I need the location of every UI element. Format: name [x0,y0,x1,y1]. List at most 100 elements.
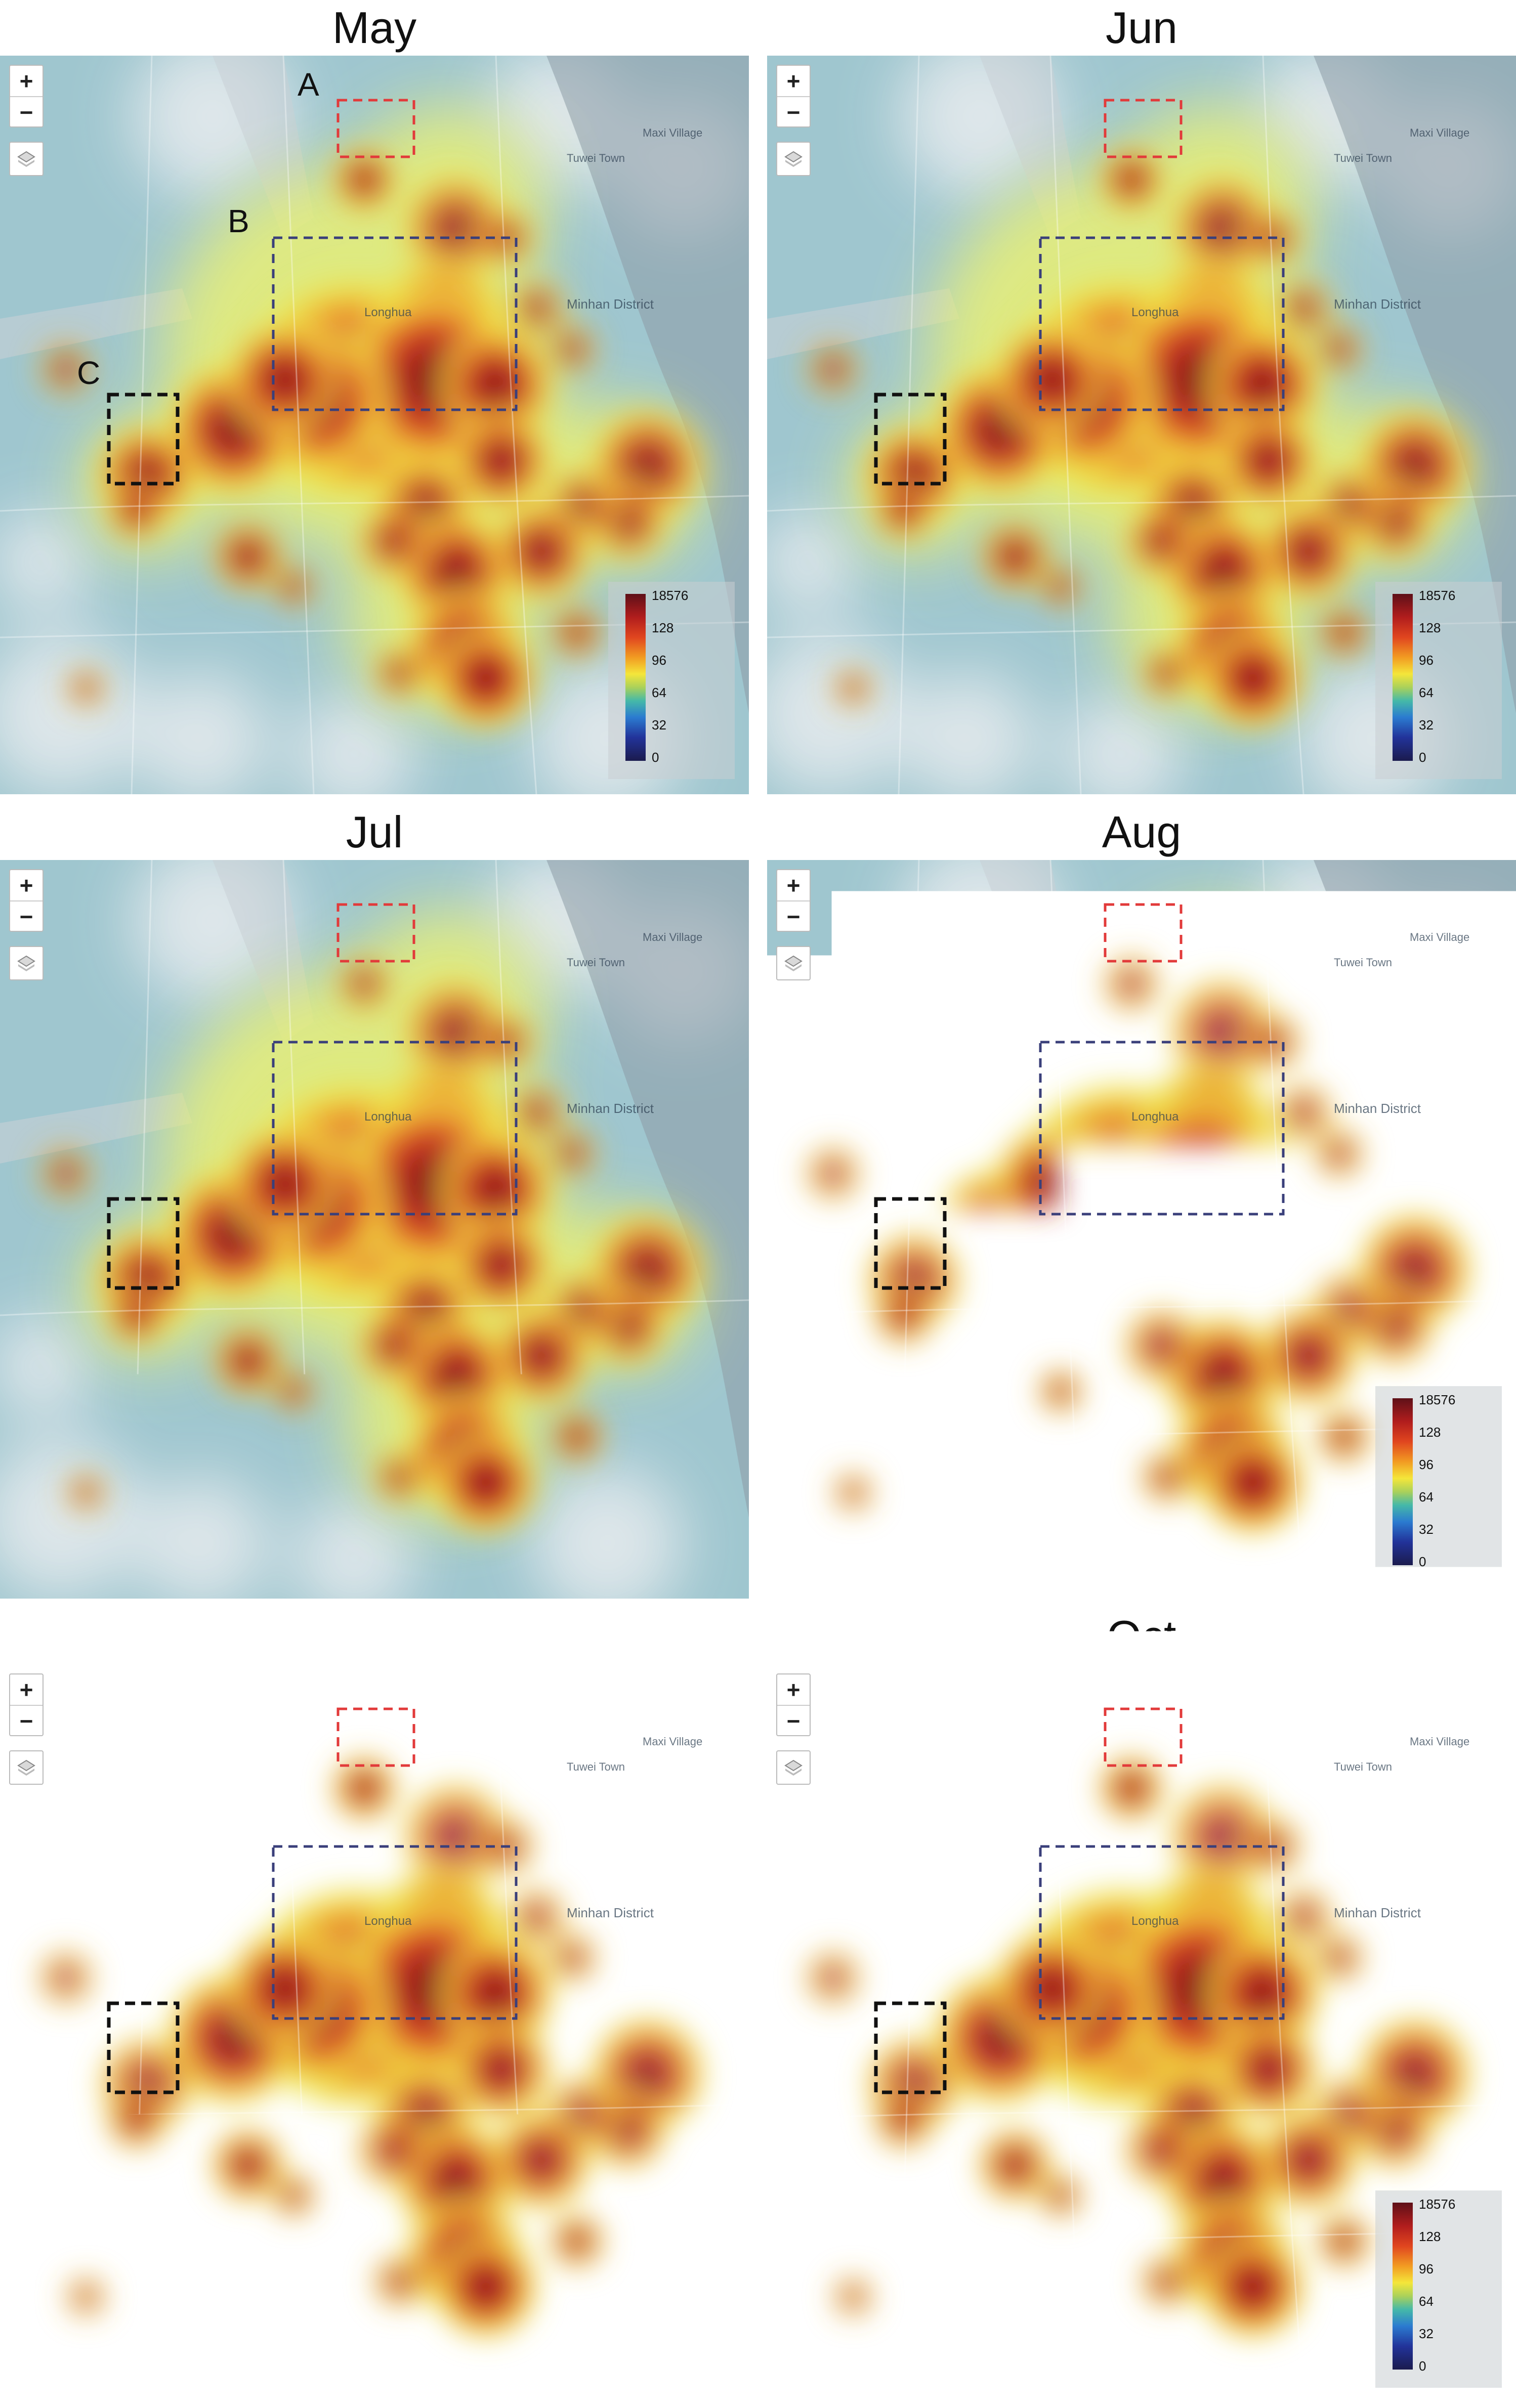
svg-text:Longhua: Longhua [364,1110,412,1124]
legend-tick: 128 [652,1426,673,1439]
legend-tick: 0 [652,751,659,764]
map-panel-jul[interactable]: Minhan District Maxi Village Tuwei Town Lon… [0,860,749,1599]
region-label-a: A [298,66,319,103]
svg-text:Minhan District: Minhan District [567,296,654,312]
zoom-control: + − [9,65,44,127]
zoom-out-button[interactable]: − [777,901,810,932]
legend-tick: 96 [1419,654,1434,667]
svg-text:Tuwei Town: Tuwei Town [567,1760,625,1773]
layers-button[interactable] [9,142,44,176]
map-panel-sep[interactable]: Minhan District Maxi Village Tuwei Town Lon… [0,1664,749,2403]
svg-text:Tuwei Town: Tuwei Town [567,956,625,969]
svg-text:Minhan District: Minhan District [1334,1905,1421,1920]
svg-text:Longhua: Longhua [1131,1914,1179,1928]
legend-tick: 96 [1419,2262,1434,2275]
layers-icon [783,953,804,973]
layers-icon [16,953,36,973]
zoom-in-button[interactable]: + [10,66,43,97]
legend-tick: 128 [1419,1426,1441,1439]
svg-text:Maxi Village: Maxi Village [1410,126,1469,139]
map-panel-oct[interactable]: Minhan District Maxi Village Tuwei Town Lon… [767,1664,1516,2403]
layers-button[interactable] [9,946,44,980]
svg-text:Minhan District: Minhan District [1334,296,1421,312]
zoom-in-button[interactable]: + [777,66,810,97]
map-panel-jun[interactable]: Minhan District Maxi Village Tuwei Town Lon… [767,56,1516,794]
legend-tick: 32 [1419,1523,1434,1536]
zoom-out-button[interactable]: − [10,97,43,127]
legend-tick: 0 [652,1555,659,1568]
zoom-control: + − [9,1673,44,1736]
legend-tick: 64 [1419,686,1434,699]
map-panel-may[interactable]: Minhan District Maxi Village Tuwei Town Lon… [0,56,749,794]
legend-tick: 32 [652,2327,666,2340]
legend-tick: 18576 [1419,589,1455,602]
legend-tick: 64 [652,1490,666,1503]
color-legend: 18576 128 96 64 32 0 [1375,1386,1502,1583]
layers-button[interactable] [776,946,811,980]
legend-tick: 18576 [652,2198,688,2211]
layers-button[interactable] [776,1750,811,1785]
svg-text:Minhan District: Minhan District [567,1905,654,1920]
color-legend: 18576 128 96 64 32 0 [1375,582,1502,779]
legend-tick: 18576 [652,589,688,602]
svg-text:Maxi Village: Maxi Village [643,126,702,139]
legend-tick: 32 [1419,2327,1434,2340]
zoom-out-button[interactable]: − [10,901,43,932]
svg-text:Tuwei Town: Tuwei Town [1334,1760,1392,1773]
svg-text:Longhua: Longhua [364,306,412,319]
legend-tick: 18576 [1419,2198,1455,2211]
panel-title-jun: Jun [767,0,1516,56]
zoom-control: + − [776,65,811,127]
panel-title-sep: Sep [0,1609,749,1664]
legend-color-bar [625,1398,646,1565]
svg-text:Minhan District: Minhan District [1334,1101,1421,1116]
zoom-control: + − [9,869,44,932]
zoom-out-button[interactable]: − [777,1706,810,1736]
color-legend: 18576 128 96 64 32 0 [608,2190,735,2388]
map-panel-aug[interactable]: Minhan District Maxi Village Tuwei Town Lon… [767,860,1516,1599]
legend-tick: 32 [1419,718,1434,732]
panel-title-jul: Jul [0,804,749,860]
zoom-control: + − [776,869,811,932]
legend-tick: 96 [652,2262,666,2275]
legend-tick: 0 [1419,751,1426,764]
legend-tick: 128 [652,621,673,634]
legend-color-bar [625,2203,646,2370]
legend-tick: 32 [652,1523,666,1536]
svg-text:Maxi Village: Maxi Village [643,1735,702,1748]
svg-text:Tuwei Town: Tuwei Town [1334,956,1392,969]
zoom-out-button[interactable]: − [10,1706,43,1736]
svg-text:Maxi Village: Maxi Village [643,931,702,943]
layers-button[interactable] [776,142,811,176]
legend-tick: 18576 [652,1393,688,1406]
legend-tick: 128 [1419,2230,1441,2243]
legend-color-bar [1393,2203,1413,2370]
legend-color-bar [625,594,646,761]
zoom-out-button[interactable]: − [777,97,810,127]
legend-tick: 96 [1419,1458,1434,1471]
zoom-in-button[interactable]: + [10,1674,43,1706]
legend-tick: 96 [652,654,666,667]
svg-text:Longhua: Longhua [364,1914,412,1928]
legend-tick: 64 [652,2295,666,2308]
zoom-in-button[interactable]: + [777,870,810,901]
legend-color-bar [1393,594,1413,761]
color-legend: 18576 128 96 64 32 0 [608,582,735,779]
legend-tick: 128 [652,2230,673,2243]
layers-icon [16,1757,36,1778]
layers-icon [16,149,36,169]
svg-text:Maxi Village: Maxi Village [1410,931,1469,943]
panel-title-oct: Oct [767,1609,1516,1664]
layers-icon [783,149,804,169]
layers-button[interactable] [9,1750,44,1785]
color-legend: 18576 128 96 64 32 0 [608,1386,735,1583]
zoom-in-button[interactable]: + [777,1674,810,1706]
svg-text:Tuwei Town: Tuwei Town [1334,152,1392,164]
legend-tick: 128 [1419,621,1441,634]
svg-text:Minhan District: Minhan District [567,1101,654,1116]
legend-tick: 0 [1419,1555,1426,1568]
region-label-b: B [228,202,249,240]
panel-title-may: May [0,0,749,56]
zoom-in-button[interactable]: + [10,870,43,901]
region-label-c: C [77,354,100,392]
